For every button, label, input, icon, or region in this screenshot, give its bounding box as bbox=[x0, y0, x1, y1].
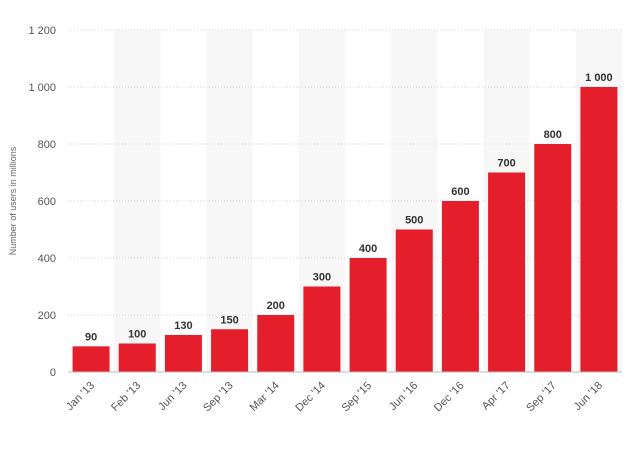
y-axis-title: Number of users in millions bbox=[8, 146, 18, 255]
data-label: 400 bbox=[359, 243, 377, 255]
x-tick-label: Jun '16 bbox=[387, 380, 420, 413]
data-label: 90 bbox=[85, 331, 97, 343]
x-tick-label: Apr '17 bbox=[480, 380, 513, 413]
y-tick-label: 600 bbox=[38, 196, 56, 208]
bar bbox=[580, 87, 618, 372]
x-tick-label: Jan '13 bbox=[64, 380, 97, 413]
x-tick-label: Dec '16 bbox=[432, 380, 467, 415]
x-axis-ticks: Jan '13 Feb '13 Jun '13 Sep '13 Mar '14 Dec '… bbox=[64, 380, 605, 415]
data-label: 300 bbox=[313, 272, 331, 284]
y-axis-ticks: 0 200 400 600 800 1 000 1 200 bbox=[28, 25, 56, 379]
bar bbox=[303, 286, 341, 372]
x-tick-label: Feb '13 bbox=[109, 380, 143, 414]
x-tick-label: Sep '17 bbox=[524, 380, 559, 415]
x-tick-label: Mar '14 bbox=[248, 380, 282, 414]
y-tick-label: 1 200 bbox=[28, 25, 56, 37]
y-tick-label: 800 bbox=[38, 139, 56, 151]
bar bbox=[395, 229, 433, 372]
x-tick-label: Sep '15 bbox=[340, 380, 375, 415]
data-label: 600 bbox=[451, 186, 469, 198]
y-tick-label: 200 bbox=[38, 310, 56, 322]
background-band bbox=[206, 30, 253, 372]
data-labels: 90 100 130 150 200 300 400 500 600 700 800 1 000 bbox=[85, 72, 613, 343]
gridlines bbox=[68, 29, 622, 316]
bar bbox=[118, 343, 156, 372]
y-tick-label: 0 bbox=[50, 367, 56, 379]
data-label: 500 bbox=[405, 215, 423, 227]
data-label: 130 bbox=[174, 320, 192, 332]
bar bbox=[164, 334, 202, 372]
bar bbox=[211, 329, 249, 372]
bar bbox=[441, 201, 479, 372]
data-label: 200 bbox=[267, 300, 285, 312]
x-tick-label: Jun '13 bbox=[156, 380, 189, 413]
bar bbox=[349, 258, 387, 372]
bar bbox=[534, 144, 572, 372]
bar bbox=[257, 315, 295, 372]
bars bbox=[72, 87, 618, 372]
y-tick-label: 1 000 bbox=[28, 82, 56, 94]
bar bbox=[488, 172, 526, 372]
x-tick-label: Dec '14 bbox=[293, 380, 328, 415]
data-label: 800 bbox=[544, 129, 562, 141]
y-tick-label: 400 bbox=[38, 253, 56, 265]
data-label: 1 000 bbox=[585, 72, 613, 84]
bar bbox=[72, 346, 110, 372]
data-label: 100 bbox=[128, 329, 146, 341]
x-tick-label: Jun '18 bbox=[572, 380, 605, 413]
x-tick-label: Sep '13 bbox=[201, 380, 236, 415]
data-label: 150 bbox=[220, 314, 238, 326]
data-label: 700 bbox=[497, 158, 515, 170]
